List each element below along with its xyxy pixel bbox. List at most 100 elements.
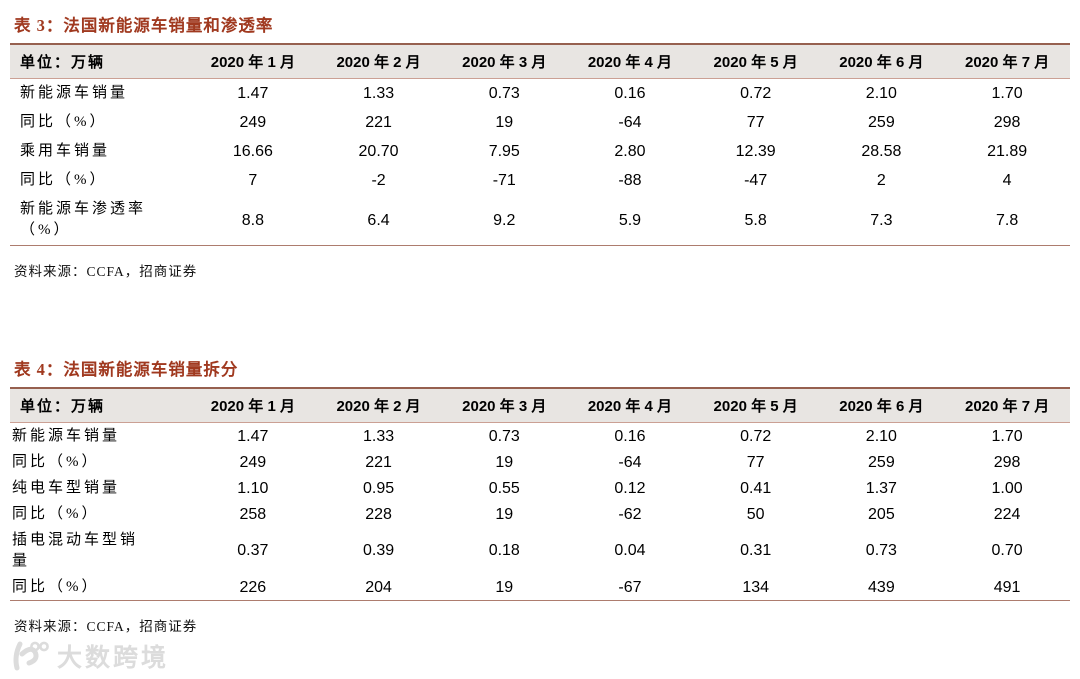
value-cell: 6.4: [367, 211, 390, 229]
table-row: 新能源车销量 1.47 1.33 0.73 0.16 0.72 2.10 1.70: [10, 79, 1070, 109]
table-title: 表 3：法国新能源车销量和渗透率: [14, 16, 274, 35]
value-cell: 7.3: [870, 211, 893, 229]
month-header-cell: 2020 年 6 月: [818, 387, 945, 423]
value-cell: 0.18: [488, 542, 520, 559]
value-cell: 0.37: [237, 542, 269, 559]
table-row: 乘用车销量 16.66 20.70 7.95 2.80 12.39 28.58 21.89: [10, 137, 1070, 166]
value-cell: 19: [495, 505, 514, 523]
value-cell: 249: [239, 453, 267, 471]
value-cell: 0.72: [740, 427, 772, 445]
report-page: 表 3：法国新能源车销量和渗透率 单位：万辆 2020 年 1 月 2020 年 2 …: [10, 12, 1070, 635]
table-row: 同比（%） 258 228 19 -62 50 205 224: [10, 501, 1070, 527]
table-title: 表 4：法国新能源车销量拆分: [14, 360, 239, 379]
month-header-cell: 2020 年 2 月: [315, 43, 442, 79]
value-cell: 221: [365, 453, 392, 471]
value-cell: 1.70: [991, 85, 1023, 102]
value-cell: -71: [492, 172, 516, 189]
table-row: 新能源车渗透率 （%） 8.8 6.4 9.2 5.9 5.8 7.3 7.8: [10, 195, 1070, 246]
watermark-logo: 大数跨境: [8, 638, 169, 674]
value-cell: -62: [618, 505, 642, 523]
value-cell: 7.8: [995, 211, 1019, 229]
table-row: 同比（%） 7 -2 -71 -88 -47 2 4: [10, 166, 1070, 195]
watermark-text: 大数跨境: [57, 644, 170, 672]
value-cell: 7: [248, 172, 258, 189]
row-label-cell: 同比（%）: [12, 505, 100, 522]
watermark-100-icon: [8, 640, 50, 672]
table-row: 同比（%） 226 204 19 -67 134 439 491: [10, 574, 1070, 601]
value-cell: -64: [618, 114, 642, 131]
row-label-cell: 新能源车销量: [20, 85, 129, 101]
unit-header-cell: 单位：万辆: [10, 387, 190, 423]
value-cell: 491: [993, 578, 1021, 596]
value-cell: 1.33: [362, 85, 395, 102]
value-cell: 16.66: [232, 143, 273, 160]
table-row: 纯电车型销量 1.10 0.95 0.55 0.12 0.41 1.37 1.00: [10, 475, 1070, 501]
value-cell: -67: [618, 578, 642, 596]
value-cell: 19: [495, 453, 514, 471]
value-cell: 0.73: [488, 427, 520, 445]
month-header-cell: 2020 年 4 月: [567, 387, 693, 423]
value-cell: 1.37: [865, 479, 897, 497]
value-cell: 228: [365, 505, 392, 523]
value-cell: 2.80: [614, 143, 646, 160]
value-cell: 0.31: [740, 542, 772, 559]
month-header-cell: 2020 年 7 月: [944, 43, 1070, 79]
value-cell: 2.10: [865, 427, 897, 445]
row-label-cell: 同比（%）: [20, 114, 108, 130]
value-cell: 1.00: [991, 479, 1023, 497]
value-cell: 1.70: [991, 427, 1023, 445]
value-cell: 298: [993, 114, 1021, 131]
source-note: 资料来源：CCFA，招商证券: [14, 619, 198, 634]
month-header-cell: 2020 年 7 月: [944, 387, 1070, 423]
value-cell: 1.47: [237, 85, 269, 102]
table3-section: 表 3：法国新能源车销量和渗透率单位：万辆 2020 年 1 月 2020 年 2 …: [10, 12, 1070, 280]
source-note: 资料来源：CCFA，招商证券: [14, 264, 198, 279]
month-header-cell: 2020 年 6 月: [818, 43, 945, 79]
value-cell: 0.16: [614, 427, 646, 445]
data-table: 单位：万辆 2020 年 1 月 2020 年 2 月 2020 年 3 月 2020 …: [10, 43, 1070, 246]
value-cell: 0.55: [488, 479, 520, 497]
value-cell: -2: [371, 172, 386, 189]
value-cell: 5.9: [618, 211, 642, 229]
value-cell: 12.39: [735, 143, 776, 160]
value-cell: 298: [993, 453, 1021, 471]
value-cell: 7.95: [488, 143, 520, 160]
value-cell: 0.73: [865, 542, 897, 559]
header-row: 单位：万辆 2020 年 1 月 2020 年 2 月 2020 年 3 月 2020 …: [10, 43, 1070, 79]
value-cell: 19: [495, 578, 514, 596]
month-header-cell: 2020 年 5 月: [692, 387, 819, 423]
value-cell: 0.72: [740, 85, 772, 102]
value-cell: 0.04: [614, 542, 646, 559]
value-cell: -47: [744, 172, 768, 189]
month-header-cell: 2020 年 1 月: [190, 43, 316, 79]
value-cell: 5.8: [744, 211, 767, 229]
value-cell: 259: [868, 453, 895, 471]
row-label-cell: 同比（%）: [12, 453, 100, 470]
value-cell: 0.41: [740, 479, 772, 497]
value-cell: 0.73: [488, 85, 520, 102]
value-cell: 204: [365, 578, 392, 596]
value-cell: 20.70: [358, 143, 399, 160]
value-cell: 0.70: [991, 542, 1023, 559]
value-cell: 1.10: [237, 479, 269, 497]
value-cell: 134: [742, 578, 770, 596]
value-cell: 2.10: [865, 85, 897, 102]
table-row: 新能源车销量 1.47 1.33 0.73 0.16 0.72 2.10 1.70: [10, 423, 1070, 450]
value-cell: 77: [746, 114, 765, 131]
value-cell: -64: [618, 453, 642, 471]
month-header-cell: 2020 年 1 月: [190, 387, 316, 423]
value-cell: 259: [868, 114, 895, 131]
value-cell: 4: [1002, 172, 1012, 189]
value-cell: 21.89: [987, 143, 1028, 160]
value-cell: 1.33: [362, 427, 395, 445]
value-cell: 28.58: [861, 143, 902, 160]
row-label-cell: 插电混动车型销 量: [12, 531, 139, 569]
value-cell: 9.2: [493, 211, 516, 229]
row-label-cell: 纯电车型销量: [12, 479, 121, 496]
value-cell: 50: [746, 505, 765, 523]
row-label-cell: 新能源车渗透率 （%）: [20, 201, 147, 238]
header-row: 单位：万辆 2020 年 1 月 2020 年 2 月 2020 年 3 月 2020 …: [10, 387, 1070, 423]
month-header-cell: 2020 年 3 月: [441, 387, 568, 423]
value-cell: 0.16: [614, 85, 646, 102]
